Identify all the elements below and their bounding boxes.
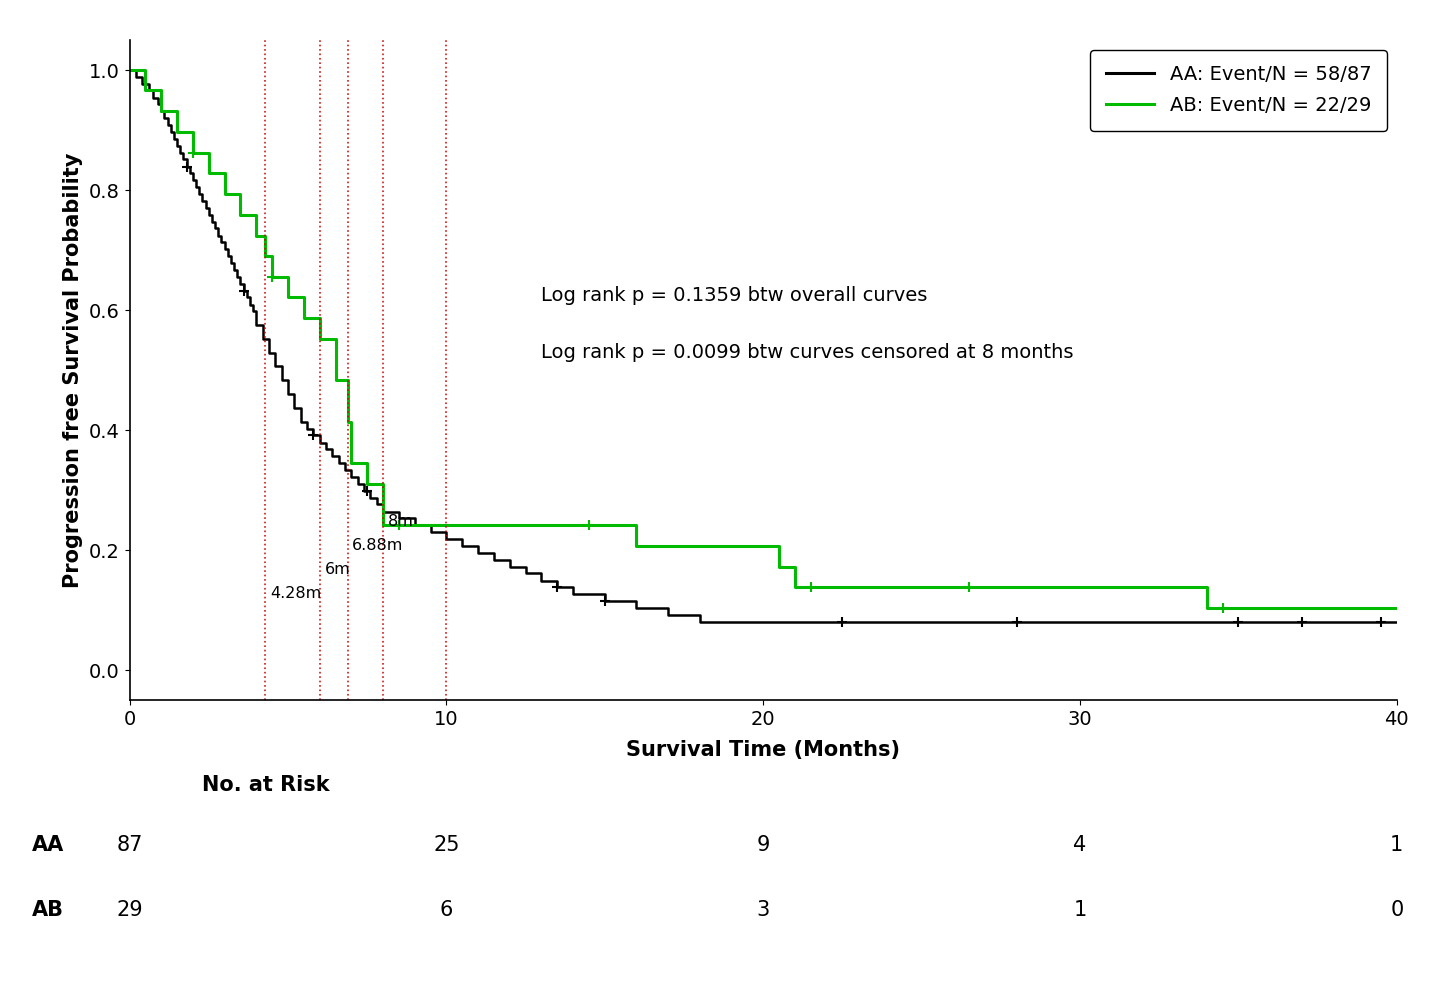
Text: 6: 6 — [439, 900, 454, 920]
Text: 6.88m: 6.88m — [353, 538, 403, 553]
Text: 3: 3 — [756, 900, 770, 920]
X-axis label: Survival Time (Months): Survival Time (Months) — [626, 740, 900, 760]
Text: 0: 0 — [1390, 900, 1404, 920]
Text: Log rank p = 0.1359 btw overall curves: Log rank p = 0.1359 btw overall curves — [541, 286, 927, 305]
Y-axis label: Progression free Survival Probability: Progression free Survival Probability — [63, 152, 84, 588]
Text: 29: 29 — [117, 900, 143, 920]
Text: AA: AA — [32, 835, 63, 855]
Text: AB: AB — [32, 900, 63, 920]
Text: 6m: 6m — [324, 562, 350, 577]
Text: No. at Risk: No. at Risk — [202, 775, 330, 795]
Text: 9: 9 — [756, 835, 770, 855]
Text: 4: 4 — [1073, 835, 1087, 855]
Legend: AA: Event/N = 58/87, AB: Event/N = 22/29: AA: Event/N = 58/87, AB: Event/N = 22/29 — [1090, 50, 1387, 130]
Text: 87: 87 — [117, 835, 143, 855]
Text: 25: 25 — [433, 835, 459, 855]
Text: Log rank p = 0.0099 btw curves censored at 8 months: Log rank p = 0.0099 btw curves censored … — [541, 343, 1074, 362]
Text: 4.28m: 4.28m — [269, 586, 321, 601]
Text: 1: 1 — [1073, 900, 1087, 920]
Text: 1: 1 — [1390, 835, 1404, 855]
Text: 8m: 8m — [387, 514, 413, 529]
